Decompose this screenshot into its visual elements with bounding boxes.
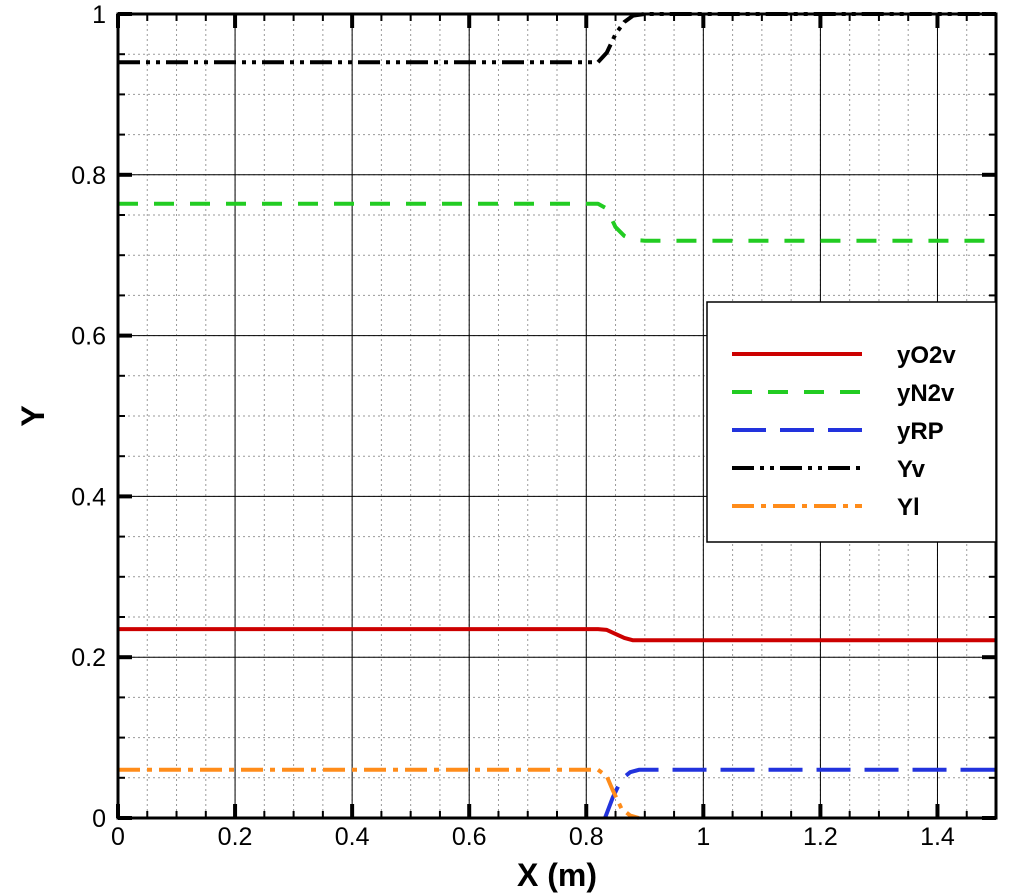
y-tick-labels: 0 0.2 0.4 0.6 0.8 1: [71, 1, 106, 833]
x-tick-label: 0.6: [452, 823, 487, 851]
series-line-yN2v: [118, 201, 996, 243]
y-tick-label: 0.8: [71, 162, 106, 190]
y-tick-label: 0.6: [71, 323, 106, 351]
y-tick-label: 1: [92, 1, 106, 29]
legend-label-yRP: yRP: [897, 418, 944, 445]
x-tick-labels: 0 0.2 0.4 0.6 0.8 1 1.2 1.4: [111, 823, 955, 851]
legend: yO2v yN2v yRP Yv Yl: [706, 301, 997, 543]
y-tick-label: 0.4: [71, 483, 106, 511]
x-tick-label: 0: [111, 823, 125, 851]
x-tick-label: 0.4: [335, 823, 370, 851]
x-tick-label: 0.8: [569, 823, 604, 851]
legend-label-Yv: Yv: [897, 456, 926, 483]
legend-label-Yl: Yl: [897, 494, 920, 521]
x-tick-label: 1.4: [920, 823, 955, 851]
x-tick-label: 1.2: [803, 823, 838, 851]
series-line-yRP: [603, 767, 996, 819]
y-axis-title: Y: [15, 405, 51, 426]
series-line-yO2v: [118, 627, 996, 643]
legend-label-yN2v: yN2v: [897, 380, 955, 407]
legend-label-yO2v: yO2v: [897, 342, 956, 369]
x-axis-title: X (m): [517, 857, 597, 893]
legend-box: [706, 301, 997, 543]
y-tick-label: 0: [92, 805, 106, 833]
series-line-Yl: [118, 767, 640, 820]
x-tick-label: 1: [696, 823, 710, 851]
x-tick-label: 0.2: [218, 823, 253, 851]
y-tick-label: 0.2: [71, 644, 106, 672]
